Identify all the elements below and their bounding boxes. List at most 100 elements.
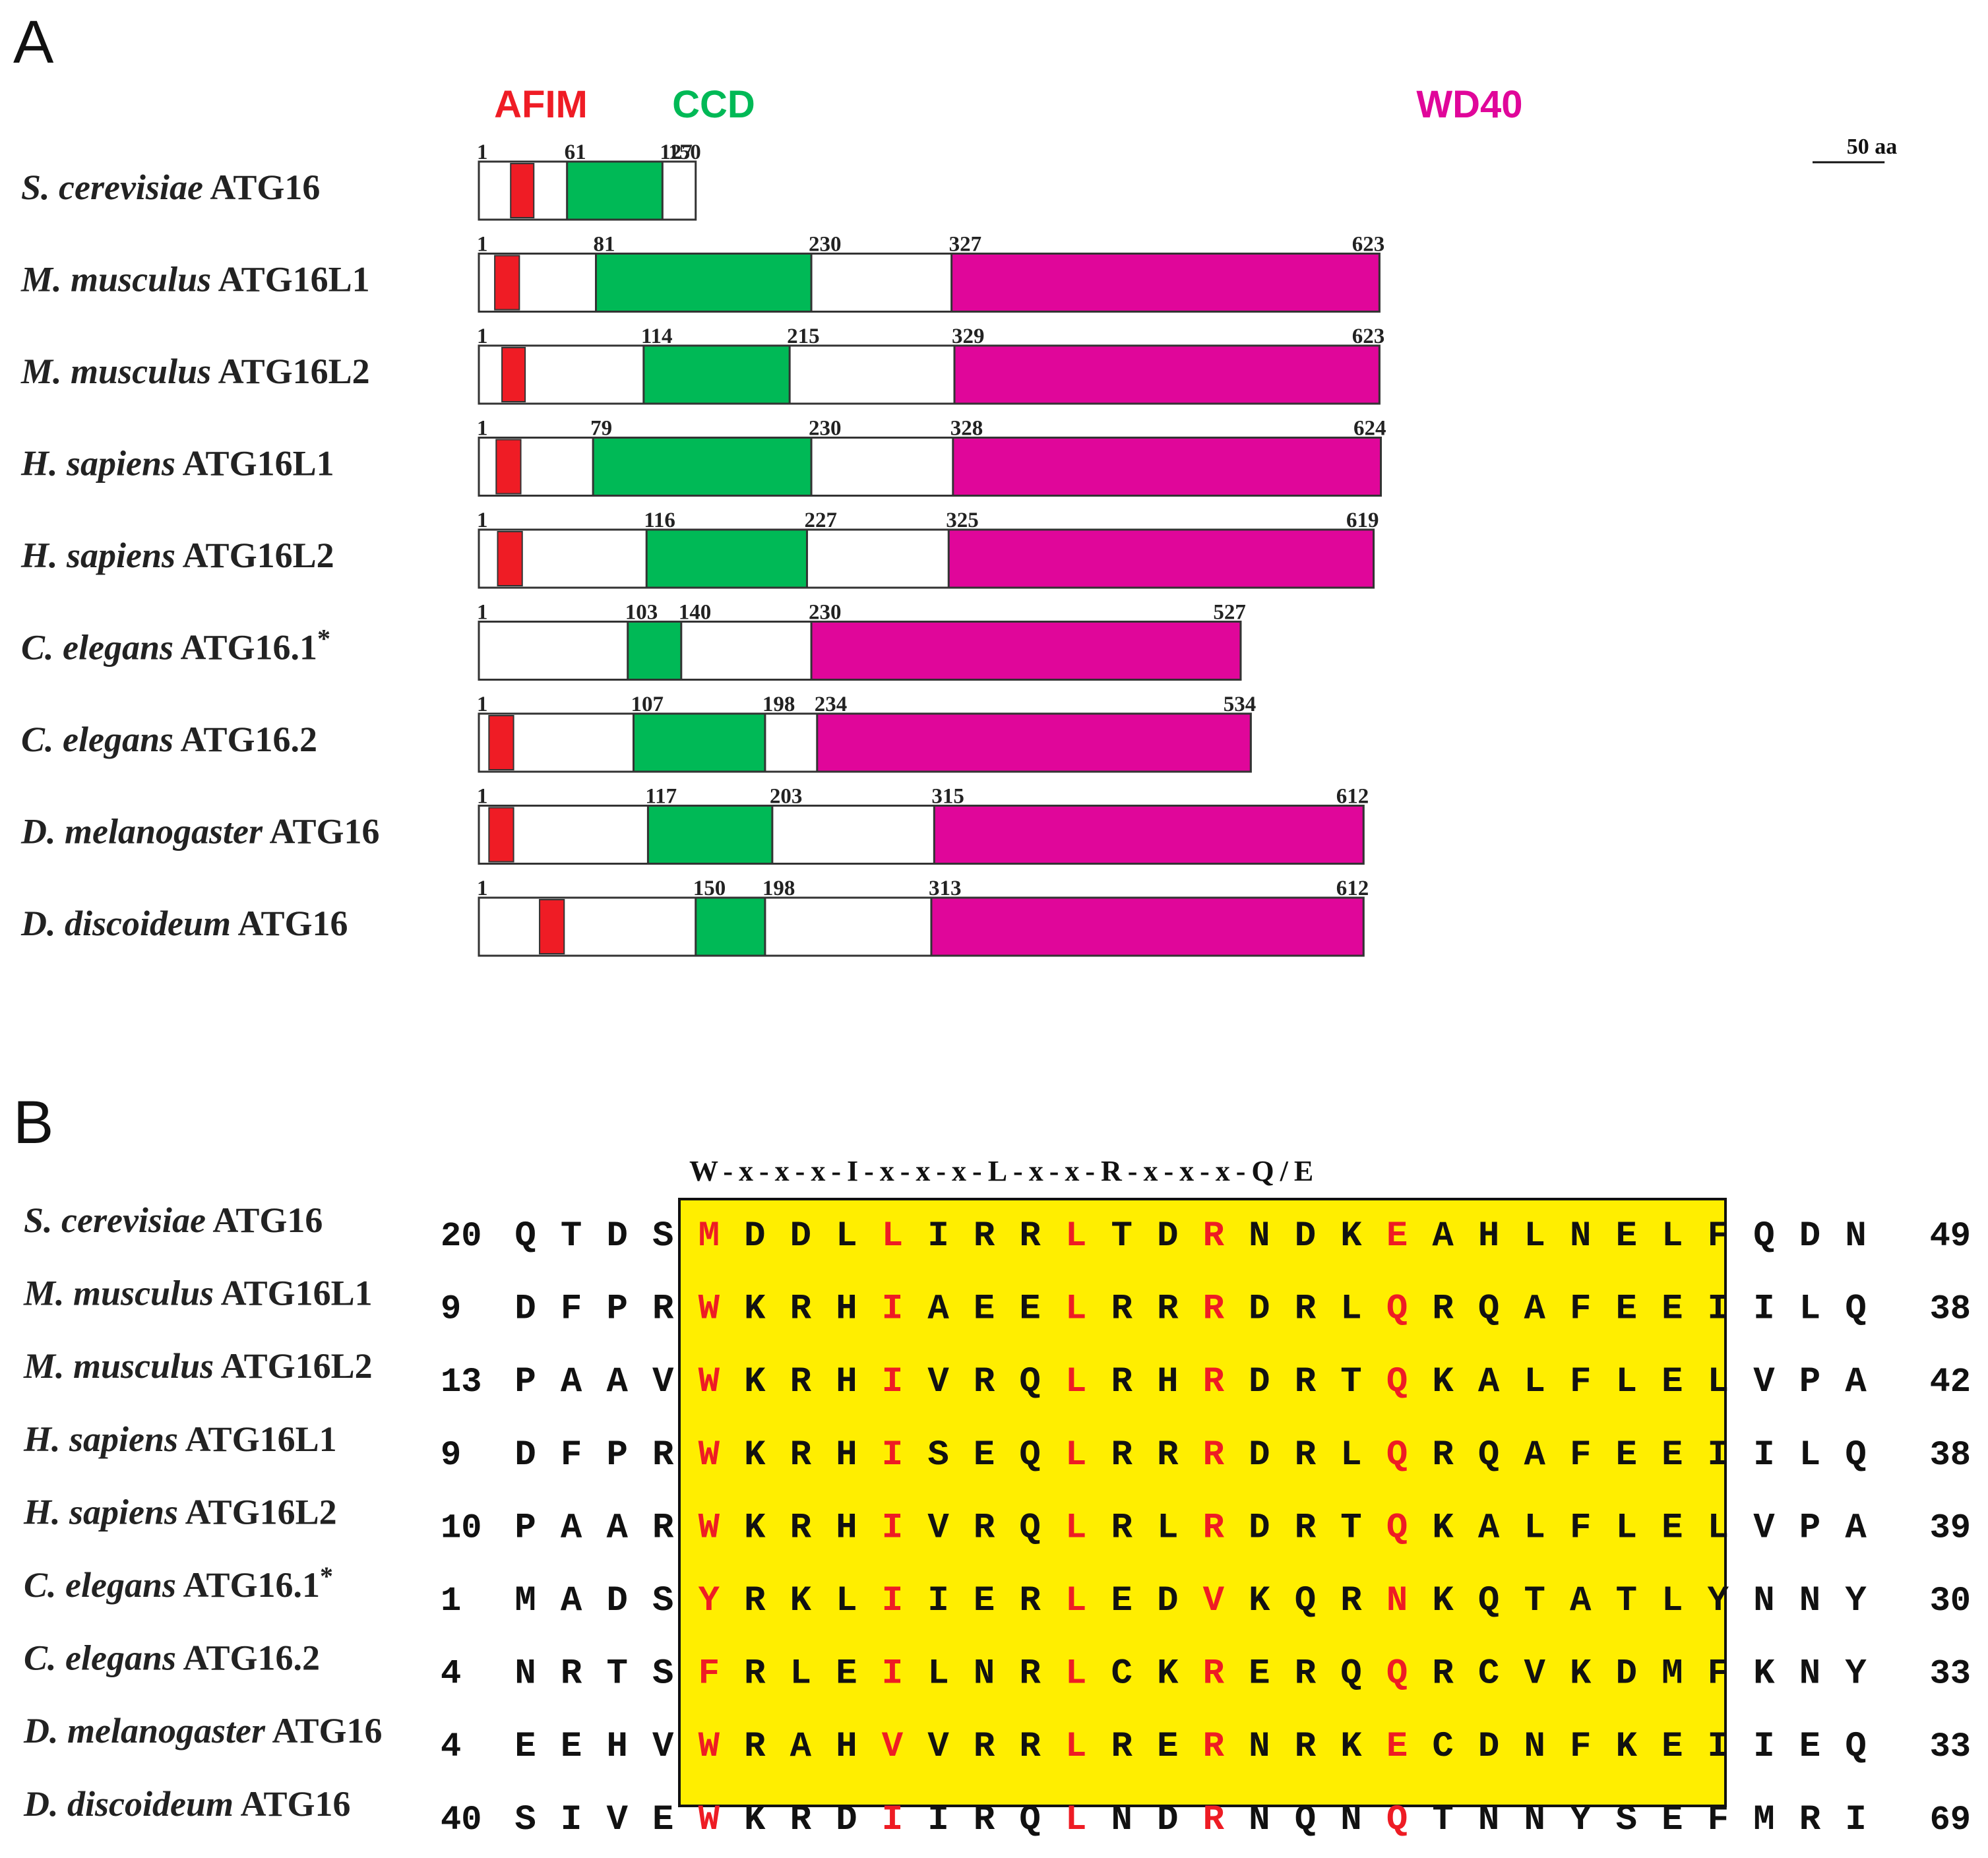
core-residue: R — [1111, 1435, 1133, 1475]
residue-label: 127 — [660, 140, 693, 164]
core-residue: Q — [1019, 1508, 1040, 1548]
core-residue: R — [1295, 1508, 1317, 1548]
residue-label: 325 — [946, 509, 979, 532]
flank-pre-residue: D — [606, 1581, 627, 1621]
core-residue: E — [1616, 1435, 1637, 1475]
core-residue: R — [1111, 1508, 1133, 1548]
core-residue: Q — [1386, 1362, 1408, 1402]
residue-label: 230 — [809, 233, 842, 257]
core-residue: R — [790, 1508, 812, 1548]
domain-legend: AFIM CCD WD40 — [494, 83, 1522, 126]
wd40-domain — [952, 437, 1382, 497]
core-residue: L — [1065, 1727, 1086, 1767]
species-name: M. musculus ATG16L2 — [23, 1346, 373, 1386]
flank-pre-residue: P — [606, 1289, 627, 1330]
residue-label: 329 — [952, 325, 985, 348]
protein-name: H. sapiens ATG16L2 — [20, 536, 334, 575]
core-residue: R — [974, 1362, 995, 1402]
alignment-row-h-sapiens-atg16l1: H. sapiens ATG16L1 9 38D F P R W K R H I S E Q L R R R D R L… — [23, 1419, 1971, 1475]
core-residue: Q — [1340, 1654, 1361, 1694]
core-residue: F — [1708, 1216, 1729, 1256]
core-residue: I — [882, 1508, 903, 1548]
end-position: 38 — [1930, 1436, 1971, 1475]
core-residue: D — [1478, 1727, 1499, 1767]
wd40-domain — [953, 344, 1381, 405]
flank-post-residue: I — [1845, 1800, 1866, 1840]
protein-name: D. discoideum ATG16 — [20, 904, 348, 943]
core-residue: R — [974, 1800, 995, 1840]
core-residue: K — [1249, 1581, 1270, 1621]
core-residue: K — [1340, 1727, 1362, 1767]
core-residue: A — [1478, 1362, 1500, 1402]
core-residue: K — [1340, 1216, 1362, 1256]
core-residue: L — [1065, 1435, 1086, 1475]
flank-post-residue: L — [1799, 1435, 1820, 1475]
residue-label: 1 — [477, 140, 488, 164]
flank-pre-residue: A — [561, 1508, 582, 1548]
core-residue: R — [1203, 1654, 1225, 1694]
core-residue: L — [882, 1216, 903, 1256]
core-residue: N — [1386, 1581, 1408, 1621]
scale-bar-label: 50 aa — [1847, 135, 1898, 159]
afim-motif — [539, 899, 565, 954]
core-residue: R — [1295, 1435, 1317, 1475]
core-residue: F — [1570, 1362, 1591, 1402]
core-residue: M — [699, 1216, 720, 1256]
core-residue: R — [744, 1654, 766, 1694]
core-residue: I — [1708, 1289, 1729, 1330]
flank-pre-residue: P — [514, 1508, 536, 1548]
core-residue: E — [1616, 1289, 1637, 1330]
core-residue: I — [882, 1362, 903, 1402]
core-residue: Y — [1708, 1581, 1729, 1621]
core-residue: N — [1524, 1800, 1545, 1840]
core-residue: C — [1432, 1727, 1453, 1767]
core-residue: D — [1249, 1435, 1270, 1475]
start-position: 9 — [441, 1290, 461, 1329]
residue-label: 150 — [693, 877, 726, 900]
core-residue: R — [1019, 1654, 1041, 1694]
core-residue: R — [1295, 1289, 1317, 1330]
flank-post-residue: Q — [1753, 1216, 1774, 1256]
legend-wd40: WD40 — [1416, 83, 1522, 126]
flank-post-residue: A — [1845, 1362, 1867, 1402]
core-residue: H — [836, 1289, 857, 1330]
core-residue: K — [744, 1289, 766, 1330]
core-residue: E — [974, 1289, 995, 1330]
core-residue: K — [744, 1435, 766, 1475]
wd40-domain — [947, 528, 1375, 589]
core-residue: R — [1295, 1654, 1317, 1694]
residue-label: 116 — [644, 509, 675, 532]
residue-label: 623 — [1352, 325, 1385, 348]
core-residue: K — [1432, 1581, 1454, 1621]
core-residue: D — [744, 1216, 765, 1256]
flank-pre-residue: A — [606, 1362, 628, 1402]
flank-post-residue: I — [1753, 1289, 1774, 1330]
alignment-row-d-discoideum-atg16: D. discoideum ATG16 40 69S I V E W K R D I I R Q L N D R N… — [23, 1784, 1971, 1840]
afim-motif — [510, 163, 535, 218]
core-residue: F — [1570, 1435, 1591, 1475]
alignment-row-d-melanogaster-atg16: D. melanogaster ATG16 4 33E E H V W R A H V V R R L R E R… — [23, 1711, 1971, 1767]
flank-pre-residue: V — [652, 1362, 674, 1402]
flank-pre-residue: D — [514, 1289, 536, 1330]
core-residue: A — [790, 1727, 812, 1767]
core-residue: A — [1570, 1581, 1592, 1621]
flank-post-residue: N — [1753, 1581, 1774, 1621]
species-name: S. cerevisiae ATG16 — [24, 1200, 323, 1240]
flank-pre-residue: D — [514, 1435, 536, 1475]
core-residue: W — [699, 1727, 720, 1767]
residue-label: 623 — [1352, 233, 1385, 257]
flank-post-residue: R — [1799, 1800, 1821, 1840]
core-residue: Q — [1478, 1581, 1499, 1621]
alignment-row-h-sapiens-atg16l2: H. sapiens ATG16L2 10 39P A A R W K R H I V R Q L R L R D R… — [23, 1492, 1971, 1548]
core-residue: Q — [1295, 1800, 1316, 1840]
protein-row-m-musculus-atg16l2: M. musculus ATG16L2 1 114 215 329 623 — [20, 325, 1385, 405]
protein-name: C. elegans ATG16.1* — [21, 624, 330, 667]
core-residue: L — [1065, 1216, 1086, 1256]
wd40-domain — [933, 805, 1365, 865]
residue-label: 1 — [477, 509, 488, 532]
protein-name: M. musculus ATG16L2 — [20, 352, 370, 391]
core-residue: E — [974, 1435, 995, 1475]
flank-pre-residue: T — [561, 1216, 582, 1256]
core-residue: F — [1570, 1727, 1591, 1767]
motif-consensus: W-x-x-x-I-x-x-x-L-x-x-R-x-x-x-Q/E — [689, 1155, 1319, 1187]
